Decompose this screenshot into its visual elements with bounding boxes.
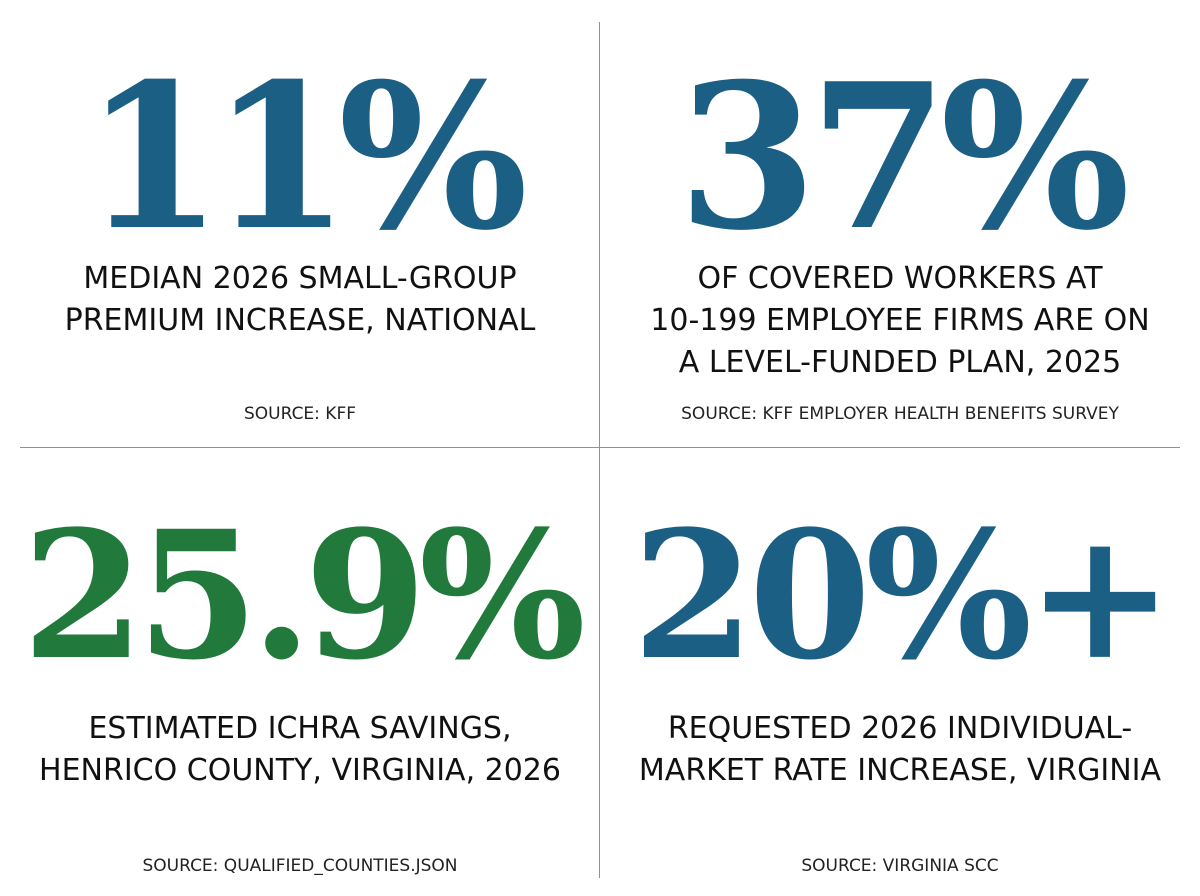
stat-description-line: ESTIMATED ICHRA SAVINGS, [88, 711, 512, 746]
stat-description-line: OF COVERED WORKERS AT [697, 261, 1103, 296]
vertical-divider [599, 22, 600, 878]
stat-description: REQUESTED 2026 INDIVIDUAL- MARKET RATE I… [600, 708, 1200, 792]
stat-source: SOURCE: KFF EMPLOYER HEALTH BENEFITS SUR… [681, 404, 1119, 424]
stat-panel-ichra-savings: 25.9% ESTIMATED ICHRA SAVINGS, HENRICO C… [0, 448, 600, 896]
stat-description: ESTIMATED ICHRA SAVINGS, HENRICO COUNTY,… [0, 708, 600, 792]
stat-description: MEDIAN 2026 SMALL-GROUP PREMIUM INCREASE… [0, 258, 600, 342]
horizontal-divider [20, 447, 1180, 448]
stat-panel-small-group-premium: 11% MEDIAN 2026 SMALL-GROUP PREMIUM INCR… [0, 0, 600, 448]
stat-description-line: HENRICO COUNTY, VIRGINIA, 2026 [39, 753, 561, 788]
stat-description-line: MARKET RATE INCREASE, VIRGINIA [638, 753, 1162, 788]
stat-source: SOURCE: KFF [243, 404, 357, 424]
stat-description-line: PREMIUM INCREASE, NATIONAL [64, 303, 536, 338]
stat-value: 37% [677, 40, 1130, 275]
stat-description-line: REQUESTED 2026 INDIVIDUAL- [667, 711, 1133, 746]
stat-panel-level-funded: 37% OF COVERED WORKERS AT 10-199 EMPLOYE… [600, 0, 1200, 448]
stat-source: SOURCE: VIRGINIA SCC [801, 856, 999, 876]
stat-description-line: MEDIAN 2026 SMALL-GROUP [83, 261, 517, 296]
stat-value: 11% [83, 40, 528, 275]
stat-value: 25.9% [22, 492, 586, 699]
stat-description-line: A LEVEL-FUNDED PLAN, 2025 [678, 345, 1122, 380]
stat-value: 20%+ [632, 492, 1174, 699]
stat-panel-individual-market-rate: 20%+ REQUESTED 2026 INDIVIDUAL- MARKET R… [600, 448, 1200, 896]
stat-description-line: 10-199 EMPLOYEE FIRMS ARE ON [650, 303, 1150, 338]
stat-description: OF COVERED WORKERS AT 10-199 EMPLOYEE FI… [600, 258, 1200, 384]
stat-source: SOURCE: QUALIFIED_COUNTIES.JSON [142, 856, 458, 876]
